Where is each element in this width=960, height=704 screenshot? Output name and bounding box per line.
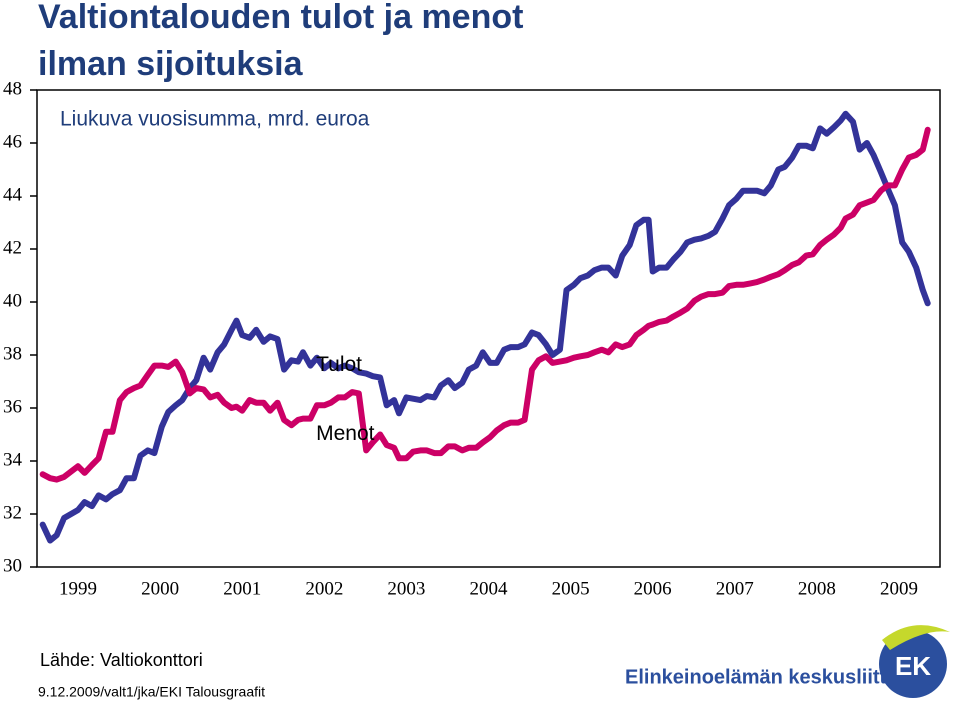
- y-tick-label: 30: [3, 555, 22, 576]
- x-tick-label: 2004: [470, 578, 509, 599]
- series-line: [39, 126, 931, 483]
- y-tick-label: 38: [3, 343, 22, 364]
- x-tick-label: 2008: [798, 578, 836, 599]
- x-tick-label: 2002: [305, 578, 343, 599]
- x-tick-label: 2009: [880, 578, 918, 599]
- x-tick-label: 2006: [634, 578, 672, 599]
- y-tick-label: 46: [3, 131, 22, 152]
- x-tick-label: 2000: [141, 578, 179, 599]
- x-tick-label: 2007: [716, 578, 754, 599]
- chart-title: Valtiontalouden tulot ja menot: [38, 0, 523, 36]
- note: 9.12.2009/valt1/jka/EKI Talousgraafit: [38, 684, 265, 700]
- annotation: Tulot: [316, 353, 362, 376]
- annotation: Menot: [316, 422, 375, 445]
- y-tick-label: 36: [3, 396, 22, 417]
- y-tick-label: 48: [3, 78, 22, 99]
- x-tick-label: 2003: [387, 578, 425, 599]
- x-tick-label: 2005: [552, 578, 590, 599]
- series-line: [39, 110, 931, 544]
- x-tick-label: 1999: [59, 578, 97, 599]
- y-tick-label: 40: [3, 290, 22, 311]
- x-tick-label: 2001: [223, 578, 261, 599]
- chart-subtitle: Liukuva vuosisumma, mrd. euroa: [60, 108, 370, 131]
- plot-frame: [36, 89, 941, 568]
- y-tick-label: 32: [3, 502, 22, 523]
- source: Lähde: Valtiokonttori: [40, 650, 203, 670]
- logo-text: EK: [895, 651, 931, 681]
- logo: [879, 630, 947, 698]
- y-tick-label: 42: [3, 237, 22, 258]
- y-tick-label: 44: [3, 184, 23, 205]
- chart-title: ilman sijoituksia: [38, 45, 304, 83]
- logo-swoosh: [882, 625, 950, 650]
- y-tick-label: 34: [3, 449, 23, 470]
- organization: Elinkeinoelämän keskusliitto: [625, 666, 898, 688]
